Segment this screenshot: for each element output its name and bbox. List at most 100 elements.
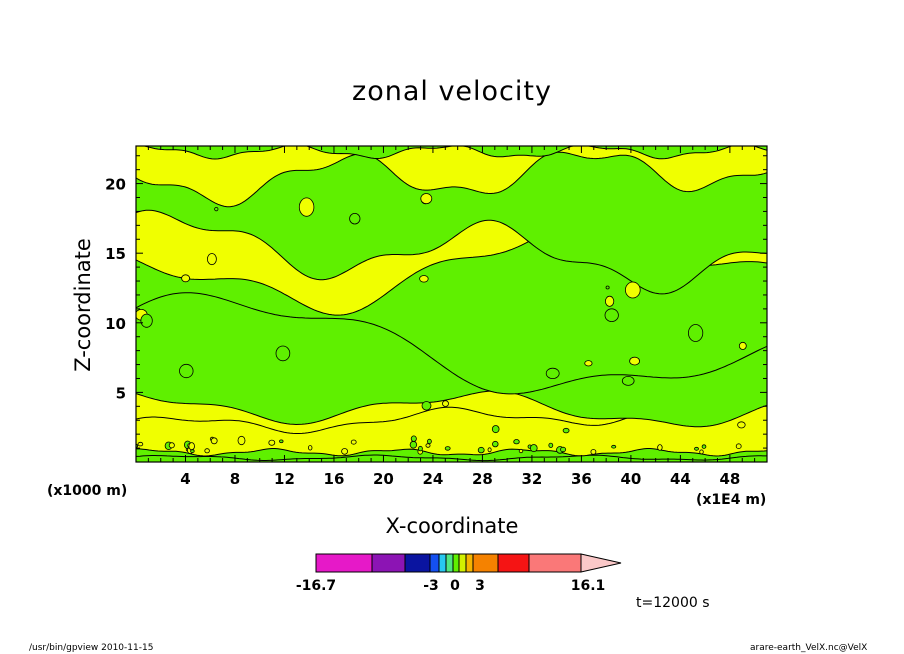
field-cell — [421, 401, 432, 411]
field-cell — [268, 439, 276, 446]
field-cell — [204, 448, 210, 454]
field-cell — [687, 324, 704, 342]
colorbar-segment — [465, 553, 474, 573]
field-cell — [409, 440, 418, 449]
x-tick-label: 4 — [180, 470, 190, 488]
field-cell — [545, 367, 560, 379]
field-cell — [584, 360, 593, 367]
x-axis-unit: (x1E4 m) — [696, 492, 767, 508]
field-cell — [590, 449, 597, 455]
colorbar-segment — [528, 553, 582, 573]
colorbar-segment — [315, 553, 373, 573]
footer-variable: arare-earth_VelX.nc@VelX — [750, 643, 868, 653]
colorbar-segment — [371, 553, 406, 573]
field-cell — [487, 447, 492, 453]
y-tick-label: 15 — [105, 245, 126, 263]
footer-program: /usr/bin/gpview 2010-11-15 — [29, 643, 154, 653]
field-cell — [492, 440, 499, 448]
field-cell — [737, 421, 746, 429]
time-label: t=12000 s — [636, 595, 710, 611]
field-cell — [621, 375, 635, 386]
field-cell — [518, 448, 524, 454]
zero-contour — [136, 448, 767, 457]
field-cell — [206, 253, 217, 266]
field-cell — [699, 449, 704, 455]
field-cell — [420, 193, 433, 205]
field-cell — [425, 443, 431, 448]
field-cell — [513, 439, 520, 445]
field-cell — [181, 274, 191, 283]
field-cell — [477, 446, 485, 454]
field-cell — [349, 212, 361, 225]
field-cell — [738, 341, 747, 350]
field-cell — [179, 363, 194, 379]
y-tick-label: 20 — [105, 176, 126, 194]
field-cell — [188, 442, 195, 451]
colorbar-segment — [452, 553, 460, 573]
field-cell — [529, 444, 538, 453]
y-axis-unit: (x1000 m) — [47, 483, 128, 499]
x-tick-label: 24 — [423, 470, 444, 488]
field-cell — [701, 444, 707, 449]
x-tick-label: 8 — [230, 470, 240, 488]
colorbar-label-pos3: 3 — [475, 578, 485, 594]
field-cell — [562, 427, 570, 434]
x-tick-label: 48 — [719, 470, 740, 488]
field-cell — [735, 443, 742, 450]
zero-contour — [136, 390, 767, 428]
colorbar-arrow — [580, 553, 622, 573]
x-tick-label: 12 — [274, 470, 295, 488]
colorbar-segment — [404, 553, 431, 573]
field-cell — [237, 435, 246, 446]
field-cell — [548, 442, 554, 448]
field-cell — [629, 356, 640, 366]
field-cell — [604, 308, 619, 323]
field-cell — [214, 207, 219, 212]
field-cell — [694, 446, 699, 451]
y-tick-label: 10 — [105, 315, 126, 333]
colorbar-segment — [438, 553, 447, 573]
field-cell — [308, 445, 313, 451]
y-tick-label: 5 — [116, 384, 126, 402]
field-cell — [611, 444, 617, 449]
zero-contour — [136, 151, 767, 208]
x-tick-label: 32 — [521, 470, 542, 488]
x-tick-label: 16 — [324, 470, 345, 488]
field-cell — [140, 313, 153, 328]
colorbar-segment — [458, 553, 467, 573]
colorbar-label-max: 16.1 — [570, 578, 606, 594]
field-cell — [426, 438, 432, 444]
field-cell — [419, 275, 429, 283]
x-tick-label: 28 — [472, 470, 493, 488]
field-cell — [190, 449, 195, 453]
chart-title: zonal velocity — [352, 76, 552, 107]
field-cell — [417, 445, 423, 452]
field-cell — [341, 448, 349, 455]
x-tick-label: 20 — [373, 470, 394, 488]
colorbar — [315, 553, 622, 573]
colorbar-segment — [472, 553, 499, 573]
velocity-field — [136, 146, 767, 462]
x-tick-label: 36 — [571, 470, 592, 488]
colorbar-segment — [445, 553, 454, 573]
field-cell — [560, 446, 567, 453]
field-cell — [168, 442, 175, 449]
field-cell — [137, 441, 144, 447]
field-cell — [605, 285, 610, 290]
colorbar-label-zero: 0 — [450, 578, 460, 594]
field-cell — [444, 446, 451, 451]
field-cell — [275, 345, 291, 362]
y-axis-label: Z-coordinate — [71, 238, 95, 372]
colorbar-segment — [497, 553, 530, 573]
x-tick-label: 40 — [620, 470, 641, 488]
field-cell — [410, 435, 417, 442]
field-cell — [350, 439, 357, 445]
plot-frame — [135, 145, 768, 463]
zero-contour — [136, 292, 767, 395]
colorbar-segment — [429, 553, 440, 573]
field-cell — [442, 400, 449, 407]
field-cell — [298, 197, 315, 217]
x-tick-label: 44 — [670, 470, 691, 488]
